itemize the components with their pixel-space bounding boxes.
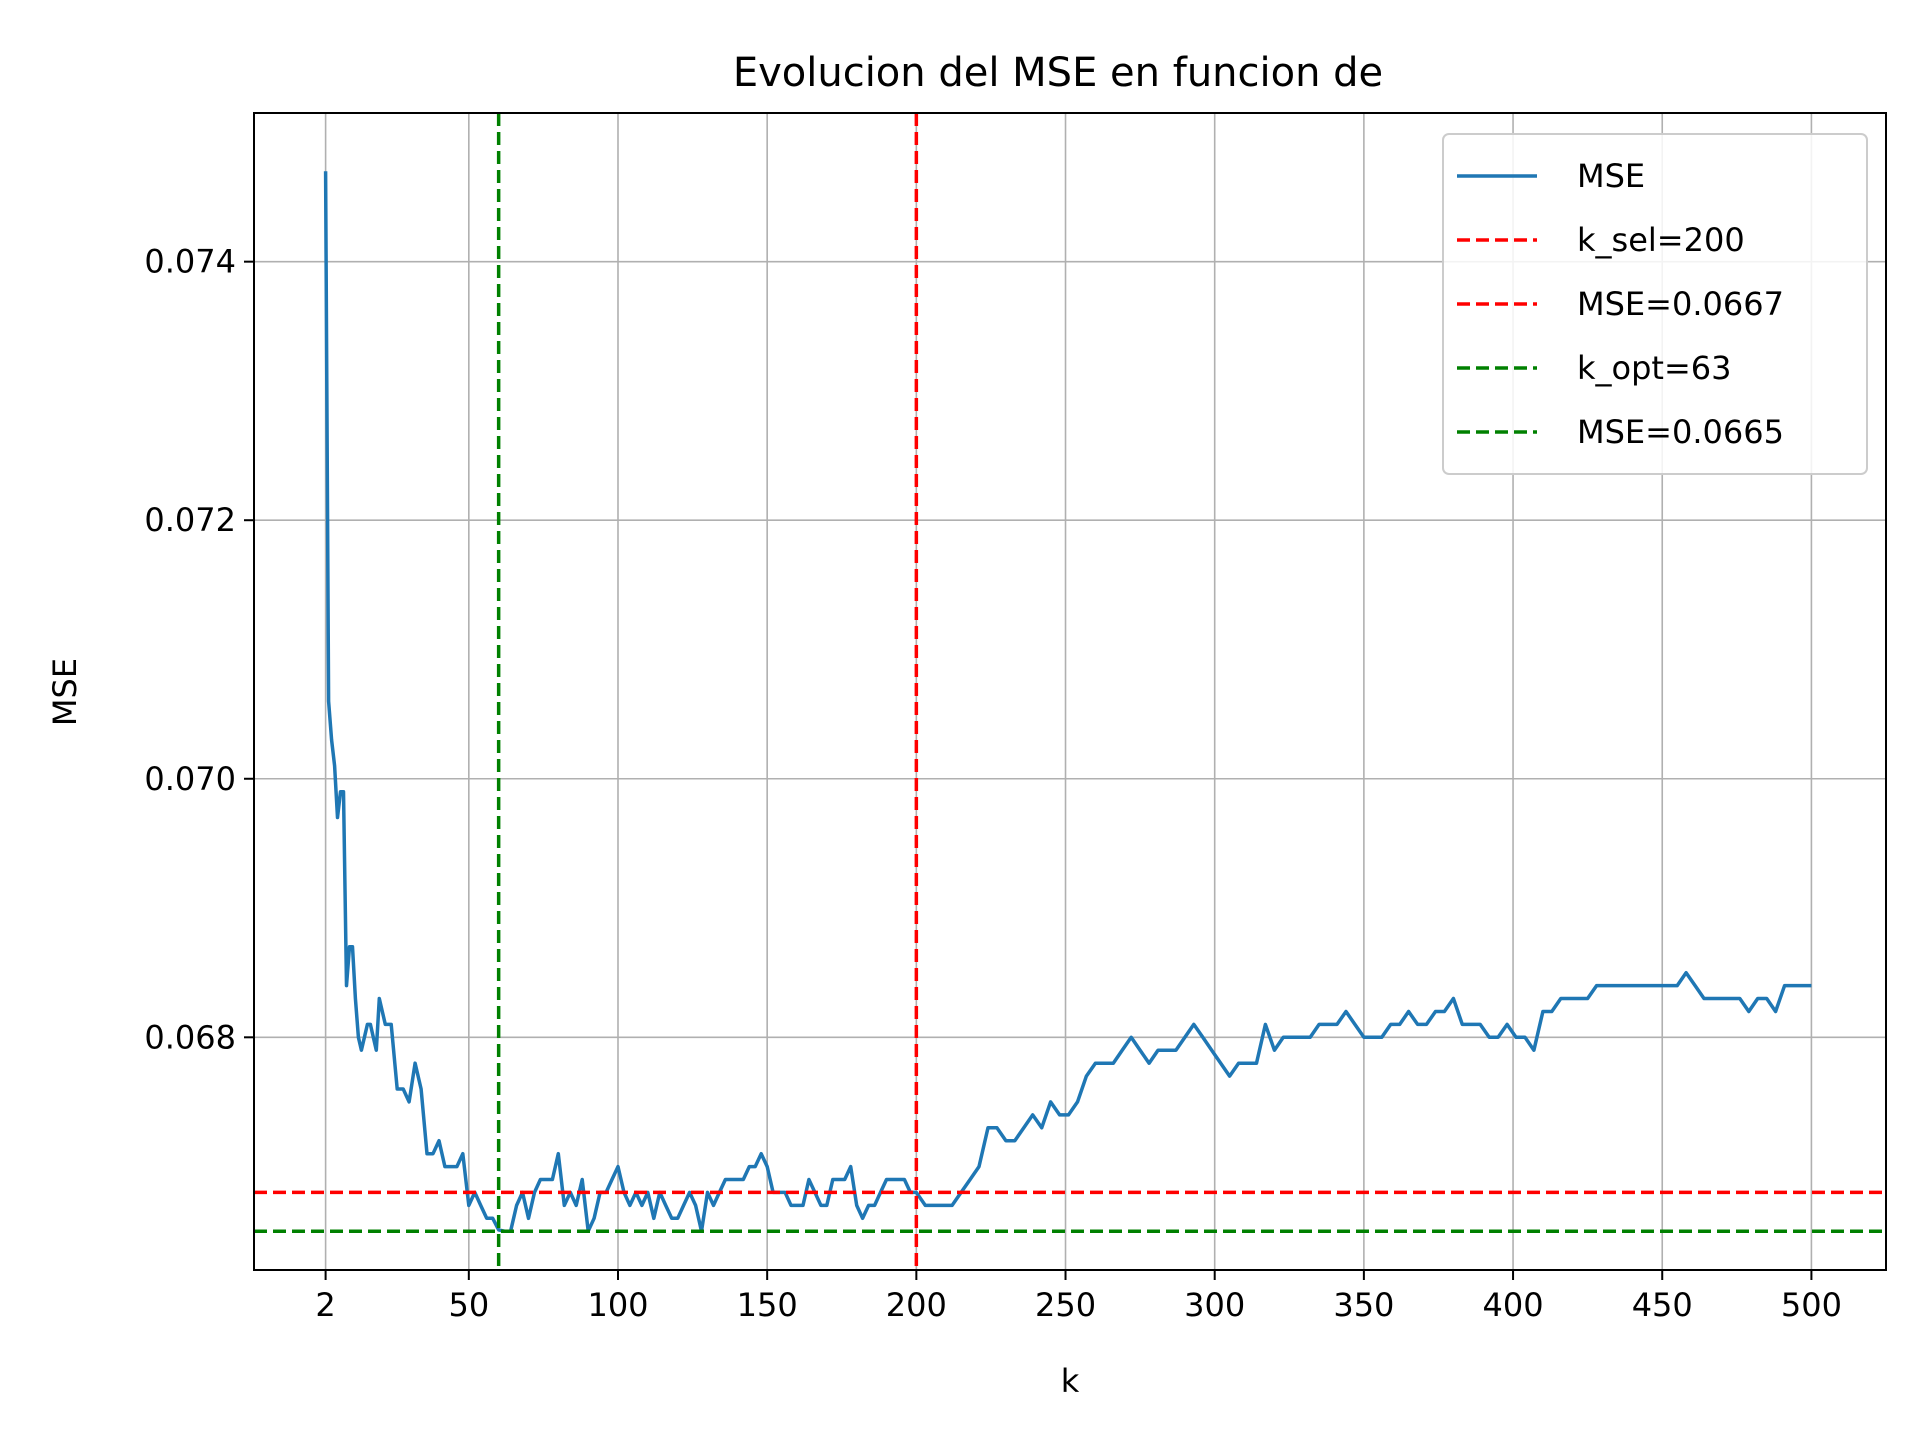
x-tick-label: 500	[1781, 1286, 1842, 1324]
x-tick-label: 100	[587, 1286, 648, 1324]
y-tick-label: 0.072	[144, 501, 236, 539]
legend-label: MSE=0.0667	[1577, 285, 1784, 323]
x-axis: 2 50 100 150 200 250 300 350 400 450 500	[315, 1270, 1842, 1324]
plot-area	[254, 113, 1886, 1270]
x-tick-label: 200	[886, 1286, 947, 1324]
legend-label: k_sel=200	[1577, 221, 1745, 259]
x-tick-label: 150	[737, 1286, 798, 1324]
series-line-mse	[323, 171, 1812, 1233]
legend-label: k_opt=63	[1577, 349, 1732, 387]
x-tick-label: 300	[1184, 1286, 1245, 1324]
y-tick-label: 0.068	[144, 1018, 236, 1056]
axes-frame	[253, 112, 1887, 1271]
y-tick-label: 0.074	[144, 243, 236, 281]
legend-box	[1442, 133, 1868, 475]
x-tick-label: 400	[1483, 1286, 1544, 1324]
legend: MSE k_sel=200 MSE=0.0667 k_opt=63 MSE=0.0665	[1442, 133, 1868, 475]
chart-title: Evolucion del MSE en funcion de	[733, 50, 1383, 96]
legend-label: MSE=0.0665	[1577, 413, 1784, 451]
x-tick-label: 350	[1333, 1286, 1394, 1324]
x-tick-label: 50	[448, 1286, 489, 1324]
x-axis-label: k	[1061, 1362, 1080, 1400]
x-tick-label: 250	[1035, 1286, 1096, 1324]
y-axis: 0.068 0.070 0.072 0.074	[144, 243, 254, 1056]
legend-label: MSE	[1577, 157, 1645, 195]
x-tick-label: 2	[315, 1286, 335, 1324]
y-tick-label: 0.070	[144, 760, 236, 798]
x-tick-label: 450	[1632, 1286, 1693, 1324]
y-axis-label: MSE	[46, 658, 84, 726]
